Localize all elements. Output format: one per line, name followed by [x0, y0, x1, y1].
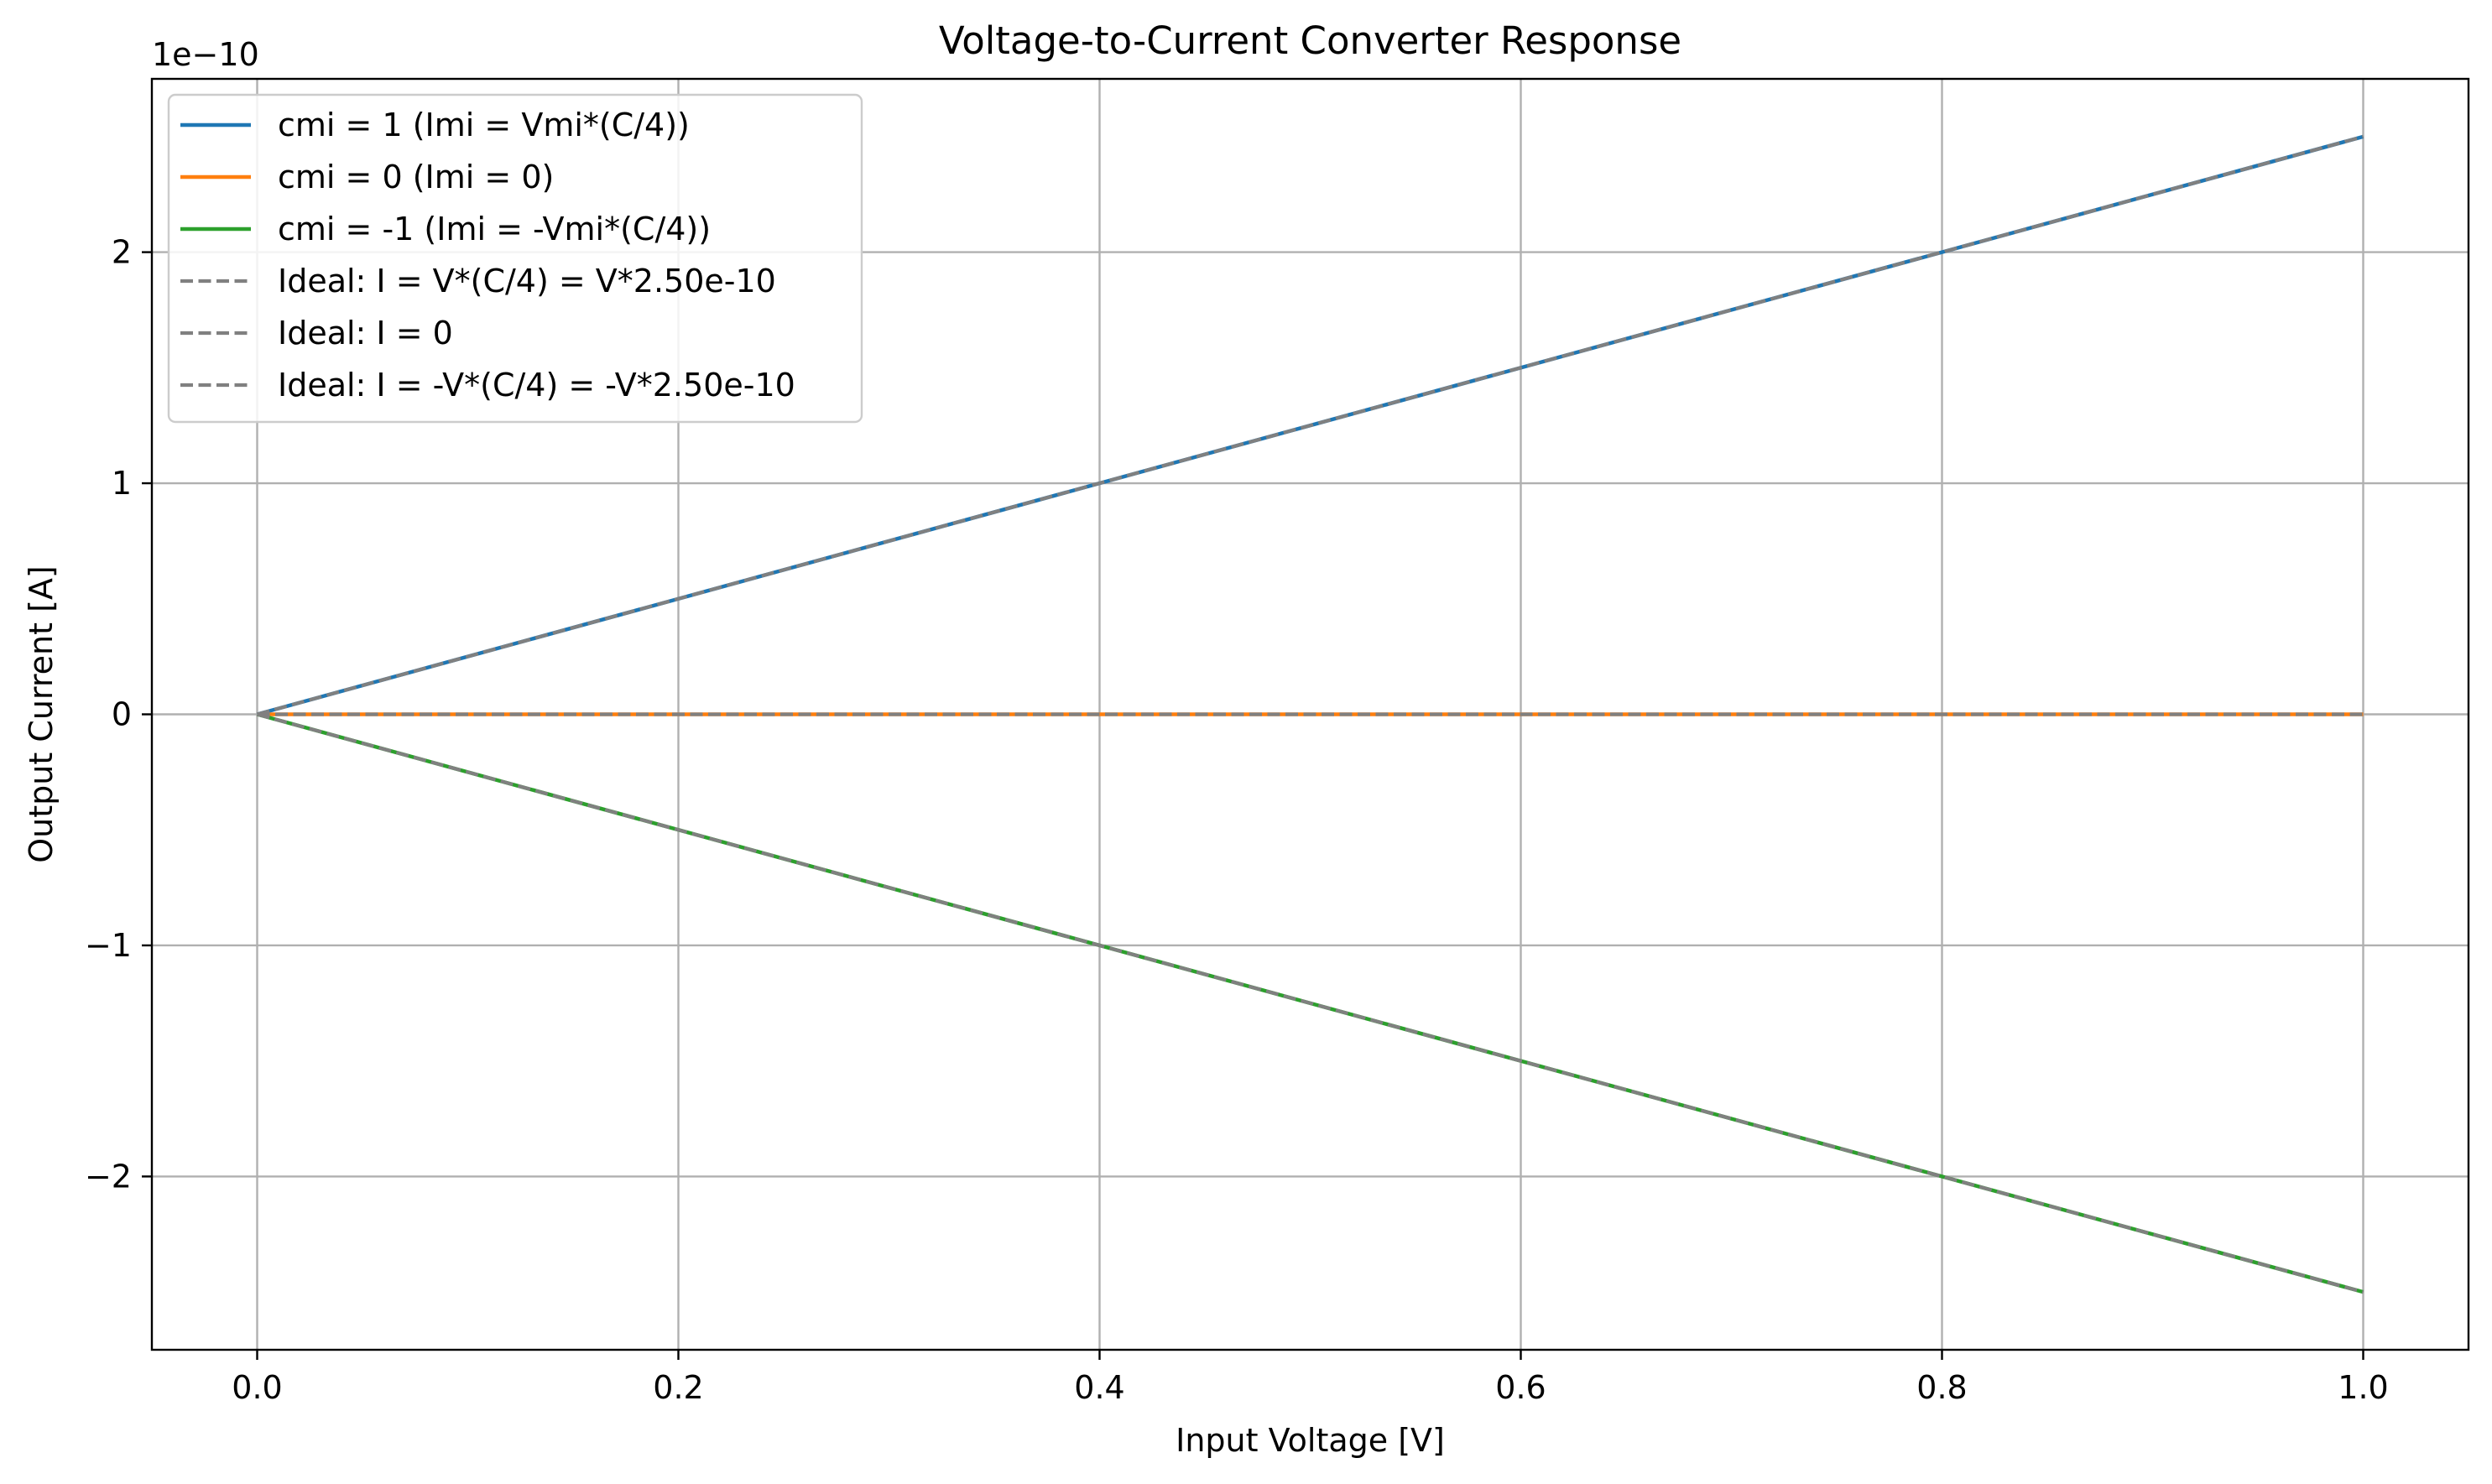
legend-entry-label: cmi = -1 (Imi = -Vmi*(C/4)) [278, 211, 711, 247]
chart-title: Voltage-to-Current Converter Response [939, 18, 1681, 63]
legend-entry-label: Ideal: I = 0 [278, 315, 453, 351]
x-tick-label: 1.0 [2338, 1369, 2388, 1406]
series-line-6 [256, 712, 2364, 1294]
y-tick-label: 2 [112, 234, 132, 271]
axis-ticks: 0.0 0.2 0.4 0.6 0.8 1.0 −2 −1 0 1 2 [85, 234, 2389, 1406]
x-tick-label: 0.2 [653, 1369, 703, 1406]
legend-entry-label: Ideal: I = -V*(C/4) = -V*2.50e-10 [278, 367, 795, 404]
series-lines [256, 134, 2364, 1294]
x-tick-label: 0.8 [1916, 1369, 1967, 1406]
x-tick-label: 0.6 [1495, 1369, 1546, 1406]
legend-entry-label: Ideal: I = V*(C/4) = V*2.50e-10 [278, 263, 776, 299]
legend: cmi = 1 (Imi = Vmi*(C/4)) cmi = 0 (Imi = … [167, 93, 863, 424]
y-tick-label: −1 [85, 927, 132, 964]
legend-entry-label: cmi = 0 (Imi = 0) [278, 159, 554, 195]
legend-box [167, 93, 863, 424]
y-axis-label: Output Current [A] [23, 565, 60, 863]
y-tick-label: 0 [112, 696, 132, 733]
y-tick-label: 1 [112, 465, 132, 502]
x-axis-label: Input Voltage [V] [1176, 1422, 1445, 1459]
x-tick-label: 0.0 [232, 1369, 282, 1406]
series-line-4 [256, 134, 2364, 716]
legend-entry-label: cmi = 1 (Imi = Vmi*(C/4)) [278, 107, 690, 143]
x-tick-label: 0.4 [1074, 1369, 1124, 1406]
y-axis-offset-label: 1e−10 [152, 36, 259, 73]
y-tick-label: −2 [85, 1158, 132, 1195]
